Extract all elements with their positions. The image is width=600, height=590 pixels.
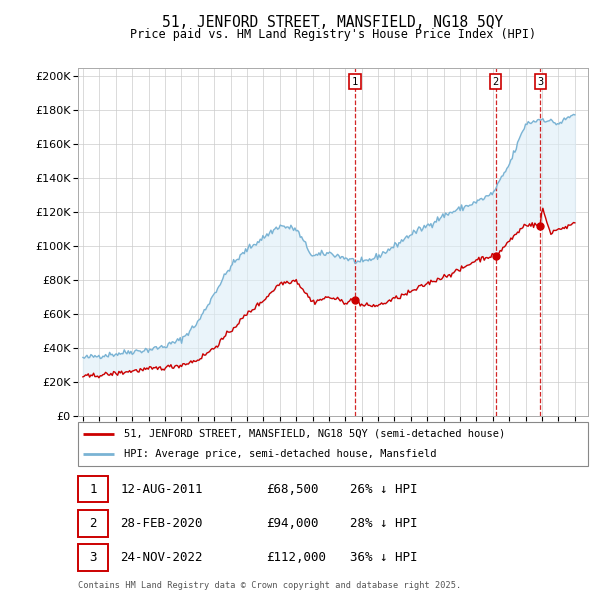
- FancyBboxPatch shape: [78, 476, 109, 503]
- Text: 51, JENFORD STREET, MANSFIELD, NG18 5QY (semi-detached house): 51, JENFORD STREET, MANSFIELD, NG18 5QY …: [124, 429, 505, 439]
- Text: 36% ↓ HPI: 36% ↓ HPI: [350, 551, 418, 564]
- Text: Contains HM Land Registry data © Crown copyright and database right 2025.
This d: Contains HM Land Registry data © Crown c…: [78, 581, 461, 590]
- Text: 28% ↓ HPI: 28% ↓ HPI: [350, 517, 418, 530]
- Text: £94,000: £94,000: [266, 517, 318, 530]
- Text: 3: 3: [89, 551, 97, 564]
- Text: 12-AUG-2011: 12-AUG-2011: [120, 483, 203, 496]
- Text: 26% ↓ HPI: 26% ↓ HPI: [350, 483, 418, 496]
- FancyBboxPatch shape: [78, 422, 588, 466]
- Text: HPI: Average price, semi-detached house, Mansfield: HPI: Average price, semi-detached house,…: [124, 449, 436, 459]
- Text: 51, JENFORD STREET, MANSFIELD, NG18 5QY: 51, JENFORD STREET, MANSFIELD, NG18 5QY: [163, 15, 503, 30]
- Text: 2: 2: [89, 517, 97, 530]
- Text: 24-NOV-2022: 24-NOV-2022: [120, 551, 203, 564]
- Text: 1: 1: [352, 77, 358, 87]
- Text: Price paid vs. HM Land Registry's House Price Index (HPI): Price paid vs. HM Land Registry's House …: [130, 28, 536, 41]
- Text: 3: 3: [538, 77, 544, 87]
- Text: 1: 1: [89, 483, 97, 496]
- Text: 2: 2: [493, 77, 499, 87]
- FancyBboxPatch shape: [78, 544, 109, 571]
- Text: £68,500: £68,500: [266, 483, 318, 496]
- Text: 28-FEB-2020: 28-FEB-2020: [120, 517, 203, 530]
- FancyBboxPatch shape: [78, 510, 109, 537]
- Text: £112,000: £112,000: [266, 551, 326, 564]
